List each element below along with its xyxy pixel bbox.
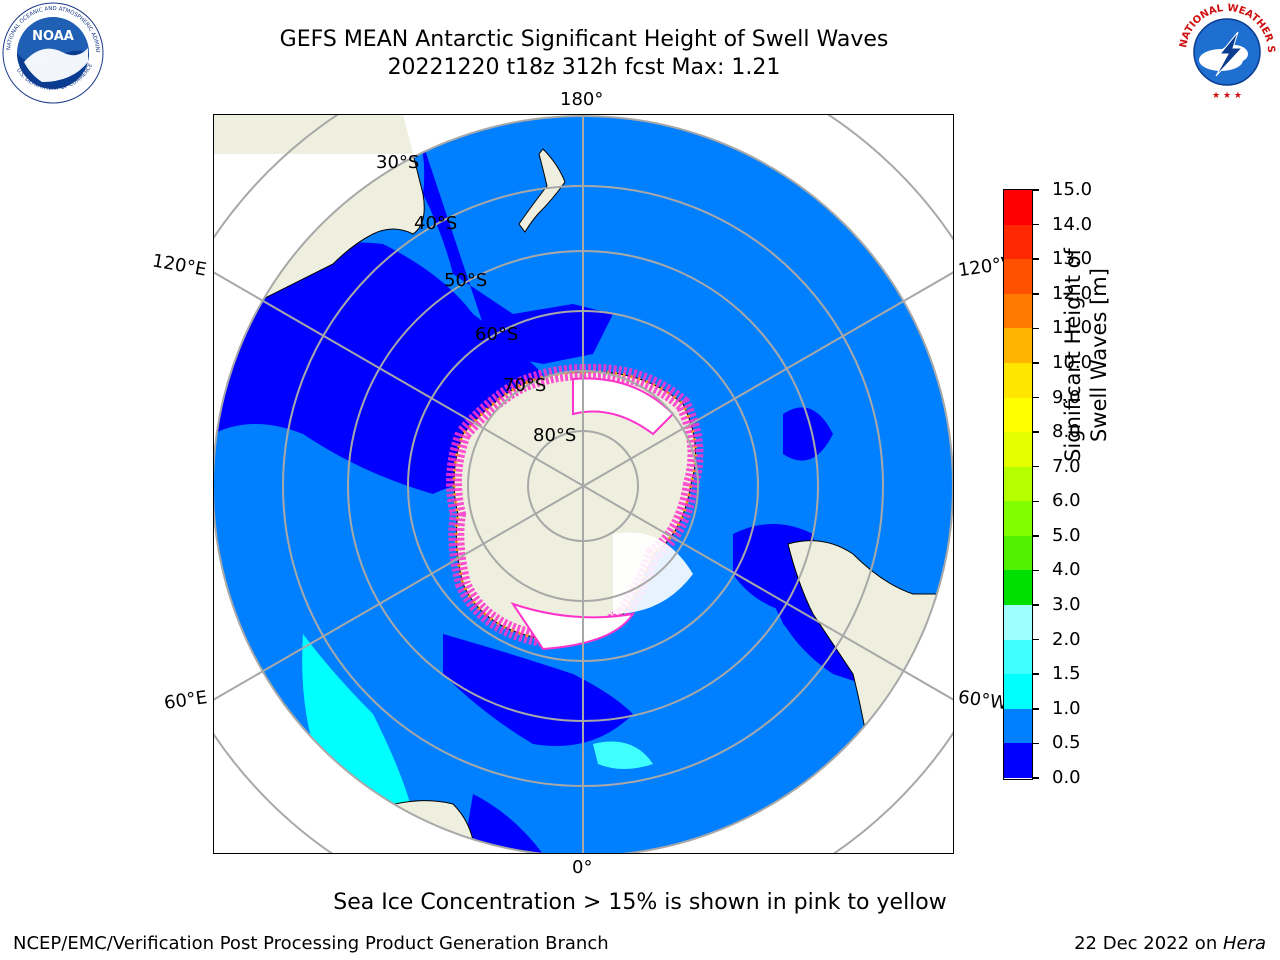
new-zealand-land (517, 147, 566, 233)
colorbar-segment (1004, 293, 1032, 329)
lat-label-80s: 80°S (533, 425, 577, 446)
lon-label-120e: 120°E (150, 250, 209, 281)
colorbar-segment (1004, 674, 1032, 710)
lat-label-60s: 60°S (475, 324, 519, 345)
colorbar-segment (1004, 362, 1032, 399)
colorbar-tick (1033, 638, 1039, 641)
colorbar-segment (1004, 190, 1032, 226)
colorbar-tick-label: 1.0 (1052, 697, 1081, 719)
colorbar-tick (1033, 223, 1039, 226)
colorbar-tick-label: 4.0 (1052, 559, 1081, 581)
colorbar-segment (1004, 570, 1032, 606)
colorbar-segment (1004, 328, 1032, 364)
colorbar-tick-label: 9.0 (1052, 386, 1081, 408)
colorbar-segment (1004, 535, 1032, 571)
colorbar-tick (1033, 258, 1039, 260)
colorbar-segment (1004, 639, 1032, 675)
colorbar-segment (1004, 466, 1032, 502)
colorbar-tick-label: 14.0 (1052, 213, 1093, 235)
colorbar-tick-label: 8.0 (1052, 421, 1081, 443)
noaa-logo-icon: NOAA NATIONAL OCEANIC AND ATMOSPHERIC AD… (0, 0, 104, 104)
colorbar-tick-label: 7.0 (1052, 455, 1081, 477)
colorbar-tick (1033, 742, 1039, 745)
colorbar-segment (1004, 224, 1032, 260)
colorbar-segment (1004, 501, 1032, 537)
footer-credit: NCEP/EMC/Verification Post Processing Pr… (13, 933, 609, 954)
colorbar-tick-label: 15.0 (1052, 179, 1093, 200)
colorbar-tick (1033, 569, 1039, 572)
colorbar-tick-label: 0.5 (1052, 732, 1081, 754)
sea-ice-caption: Sea Ice Concentration > 15% is shown in … (333, 890, 947, 915)
lon-label-180: 180° (560, 89, 604, 110)
colorbar-tick-label: 0.0 (1052, 767, 1081, 788)
colorbar-tick-label: 10.0 (1052, 351, 1093, 373)
footer-date: 22 Dec 2022 on Hera (1074, 933, 1266, 954)
colorbar-tick (1033, 189, 1039, 191)
colorbar-segment (1004, 259, 1032, 295)
low-swell-region-south (442, 633, 633, 746)
noaa-logo-text: NOAA (32, 29, 74, 44)
colorbar-tick-label: 2.0 (1052, 628, 1081, 650)
footer-date-text: 22 Dec 2022 on (1074, 933, 1223, 954)
colorbar-tick (1033, 431, 1039, 433)
colorbar-segment (1004, 743, 1032, 779)
colorbar-tick-label: 12.0 (1052, 282, 1093, 304)
colorbar-tick (1033, 777, 1039, 779)
colorbar-tick (1033, 604, 1039, 606)
colorbar-tick (1033, 293, 1039, 295)
colorbar-tick (1033, 465, 1039, 468)
colorbar-segment (1004, 397, 1032, 433)
graticule (214, 115, 953, 853)
svg-text:★ ★ ★: ★ ★ ★ (1212, 91, 1242, 101)
colorbar-tick (1033, 535, 1039, 537)
colorbar-segment (1004, 605, 1032, 641)
colorbar-tick (1033, 396, 1039, 399)
national-weather-service-logo-icon: NATIONAL WEATHER SERVICE ★ ★ ★ (1172, 0, 1278, 102)
colorbar-tick (1033, 673, 1039, 675)
lat-label-30s: 30°S (376, 152, 420, 173)
colorbar-segment (1004, 432, 1032, 468)
lat-label-50s: 50°S (444, 270, 488, 291)
colorbar-tick (1033, 362, 1039, 364)
chart-title: GEFS MEAN Antarctic Significant Height o… (279, 27, 889, 52)
polar-map (213, 114, 954, 854)
lat-label-40s: 40°S (414, 213, 458, 234)
colorbar-tick-label: 11.0 (1052, 317, 1093, 339)
lon-label-60e: 60°E (162, 687, 209, 714)
chart-subtitle: 20221220 t18z 312h fcst Max: 1.21 (387, 55, 781, 80)
colorbar-tick (1033, 500, 1039, 503)
colorbar-tick (1033, 708, 1039, 710)
colorbar-tick-label: 1.5 (1052, 663, 1081, 685)
colorbar (1003, 189, 1033, 780)
africa-land (351, 799, 476, 853)
lon-label-60w: 60°W (956, 686, 1009, 715)
sea-ice-band (445, 363, 703, 647)
colorbar-label: Significant Height of Swell Waves [m] (1061, 248, 1111, 462)
footer-machine: Hera (1222, 933, 1266, 954)
colorbar-tick (1033, 327, 1039, 330)
colorbar-tick-label: 6.0 (1052, 490, 1081, 512)
lon-label-0: 0° (572, 857, 593, 878)
colorbar-segment (1004, 708, 1032, 744)
colorbar-tick-label: 5.0 (1052, 524, 1081, 546)
colorbar-tick-label: 3.0 (1052, 594, 1081, 616)
lat-label-70s: 70°S (503, 375, 547, 396)
colorbar-tick-label: 13.0 (1052, 248, 1093, 270)
